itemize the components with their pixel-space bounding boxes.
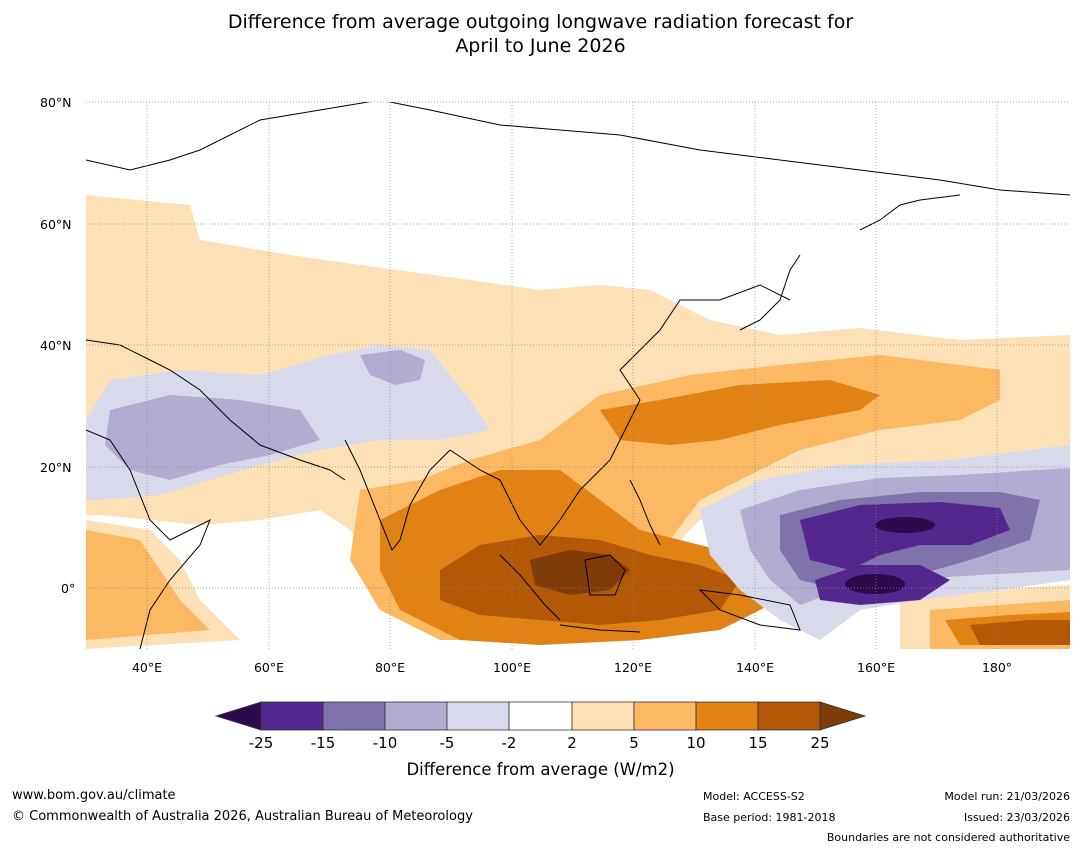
- footer-url[interactable]: www.bom.gov.au/climate: [12, 788, 176, 803]
- lat-label-80n: 80°N: [40, 95, 72, 110]
- coastlines: [86, 102, 1070, 649]
- lon-label-60e: 60°E: [253, 660, 285, 675]
- footer-base-period: Base period: 1981-2018: [703, 811, 836, 824]
- footer-copyright: © Commonwealth of Australia 2026, Austra…: [12, 809, 473, 824]
- colorbar-tick: 2: [567, 734, 577, 752]
- colorbar-bin: [508, 701, 573, 731]
- colorbar-bin: [695, 701, 759, 731]
- lon-label-120e: 120°E: [613, 660, 653, 675]
- lon-label-140e: 140°E: [735, 660, 775, 675]
- anomaly-region-below-minus25-south: [845, 574, 905, 594]
- anomaly-region-15-25-east: [970, 620, 1070, 645]
- colorbar-bin: [446, 701, 510, 731]
- coastline-new-guinea: [698, 589, 801, 631]
- colorbar-tick: -10: [372, 734, 398, 752]
- colorbar-tick: -2: [501, 734, 517, 752]
- colorbar-tick: 15: [748, 734, 768, 752]
- lon-label-180: 180°: [981, 660, 1013, 675]
- colorbar-bin: [571, 701, 635, 731]
- gridlines: [86, 101, 1070, 649]
- anomaly-region-below-minus25-north: [875, 517, 935, 533]
- colorbar-bin: [633, 701, 697, 731]
- lon-label-100e: 100°E: [492, 660, 532, 675]
- colorbar-tick: -25: [248, 734, 274, 752]
- lat-label-0: 0°: [61, 581, 76, 596]
- coastline-india: [344, 439, 451, 551]
- anomaly-contours: [86, 195, 1070, 649]
- anomaly-region-minus15-minus25: [800, 502, 1010, 570]
- lat-label-40n: 40°N: [40, 338, 72, 353]
- colorbar-tick: -5: [439, 734, 455, 752]
- coastline-kamchatka: [859, 194, 961, 231]
- lon-label-160e: 160°E: [856, 660, 896, 675]
- footer-model-run: Model run: 21/03/2026: [944, 790, 1070, 803]
- title-line-2: April to June 2026: [455, 35, 626, 57]
- colorbar-label: Difference from average (W/m2): [406, 760, 675, 779]
- colorbar-tick: -15: [310, 734, 336, 752]
- coastline-borneo: [584, 554, 626, 596]
- coastline-eurasia-north: [86, 102, 1070, 196]
- colorbar-tick: 10: [686, 734, 706, 752]
- coastline-sumatra: [499, 554, 561, 621]
- coastline-southeast-asia: [449, 284, 791, 546]
- colorbar-extend-max: [819, 701, 867, 731]
- colorbar-tick: 25: [810, 734, 830, 752]
- anomaly-region-minus5-minus10-tibet: [360, 350, 425, 385]
- map-title: Difference from average outgoing longwav…: [0, 10, 1081, 58]
- lat-label-60n: 60°N: [40, 217, 72, 232]
- coastline-europe-mideast: [86, 339, 346, 481]
- coastline-philippines: [629, 479, 661, 546]
- lon-label-40e: 40°E: [131, 660, 163, 675]
- colorbar-tick: 5: [629, 734, 639, 752]
- footer-model: Model: ACCESS-S2: [703, 790, 805, 803]
- coastline-java: [559, 624, 641, 633]
- colorbar: [214, 701, 867, 731]
- colorbar-bin: [757, 701, 821, 731]
- colorbar-bin: [260, 701, 324, 731]
- colorbar-extend-min: [214, 701, 262, 731]
- anomaly-region-10-15-northeast: [600, 380, 880, 445]
- title-line-1: Difference from average outgoing longwav…: [227, 11, 854, 33]
- anomaly-region-2-5: [86, 195, 1070, 610]
- anomaly-region-5-10-west: [86, 530, 210, 640]
- coastline-japan: [739, 254, 801, 331]
- lon-label-80e: 80°E: [374, 660, 406, 675]
- anomaly-region-above-25: [530, 550, 630, 595]
- footer-issued: Issued: 23/03/2026: [963, 811, 1070, 824]
- coastline-africa: [86, 429, 211, 649]
- footer-disclaimer: Boundaries are not considered authoritat…: [826, 831, 1070, 844]
- anomaly-region-minus5-minus10: [105, 395, 320, 480]
- colorbar-bin: [322, 701, 386, 731]
- colorbar-bin: [384, 701, 448, 731]
- lat-label-20n: 20°N: [40, 460, 72, 475]
